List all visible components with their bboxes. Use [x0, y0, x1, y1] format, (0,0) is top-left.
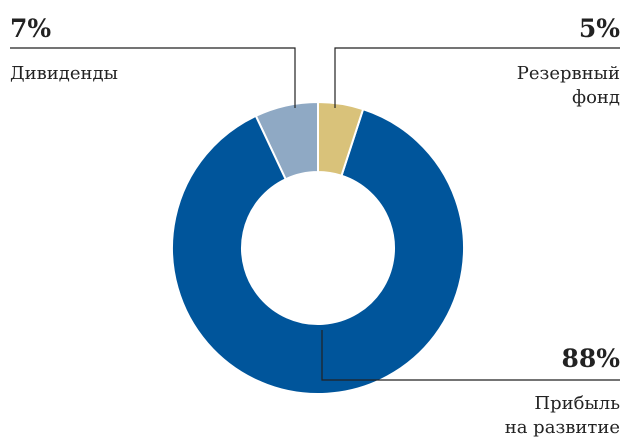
value-label: 88% — [561, 344, 620, 373]
value-label: 7% — [10, 14, 52, 43]
leader-line — [334, 47, 620, 108]
value-label: 5% — [578, 14, 620, 43]
category-label: Прибыль на развитие — [504, 393, 620, 438]
donut-segment — [317, 100, 365, 177]
leader-line — [10, 47, 296, 108]
category-label: Дивиденды — [10, 63, 118, 84]
category-label: Резервный фонд — [516, 63, 620, 108]
leaders — [10, 47, 620, 381]
donut-segment — [171, 107, 465, 395]
leader-line — [321, 330, 620, 381]
